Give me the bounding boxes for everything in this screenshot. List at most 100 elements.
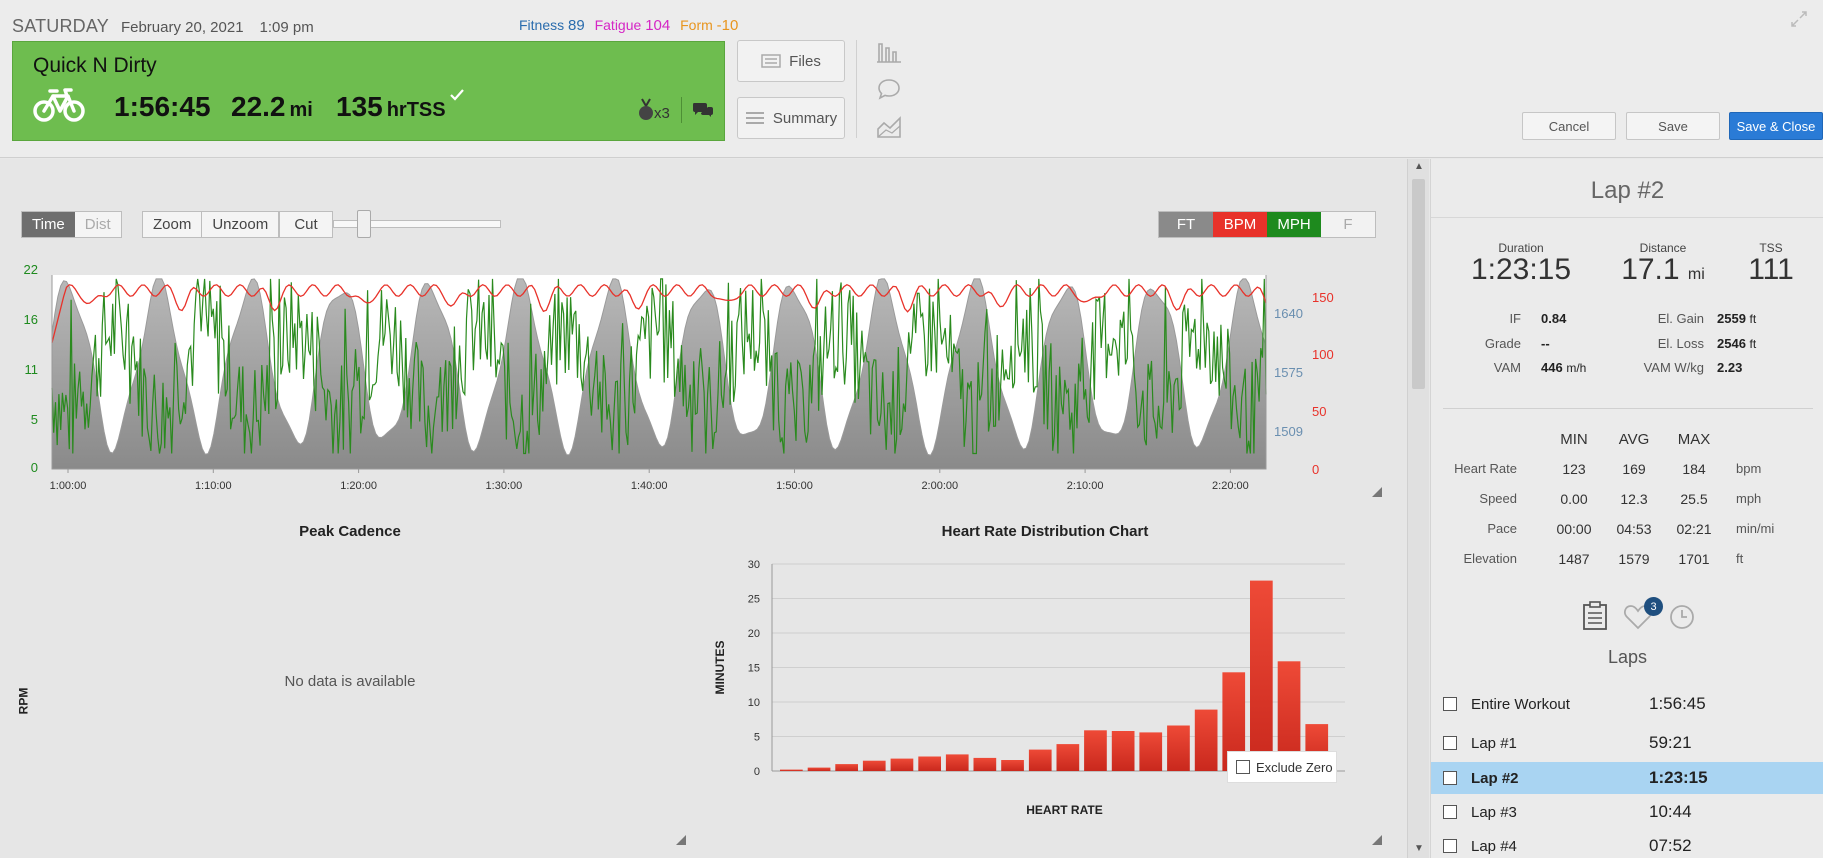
comment-bubble-icon[interactable]: [876, 77, 902, 101]
lap-time: 10:44: [1649, 802, 1692, 821]
hr-bar: [807, 767, 831, 771]
vam-label: VAM: [1493, 360, 1521, 375]
lap-item-lap-1[interactable]: Lap #1 59:21: [1431, 728, 1823, 758]
if-row: IF: [1431, 311, 1521, 329]
lap-name: Entire Workout: [1471, 695, 1570, 713]
save-button[interactable]: Save: [1626, 112, 1720, 140]
workout-timeline-chart[interactable]: 0 5 11 16 22 0 50 100 150 1509 1575 1640 1:00:00 1:10…: [0, 255, 1407, 495]
lap-checkbox[interactable]: [1443, 771, 1457, 785]
scroll-thumb[interactable]: [1412, 179, 1425, 389]
resize-handle-icon[interactable]: [1372, 487, 1382, 497]
hr-bar: [890, 758, 914, 771]
workout-header: SATURDAY February 20, 2021 1:09 pm Fitne…: [0, 0, 1823, 158]
y2-tick-label: 100: [1312, 347, 1334, 362]
y2-tick-label: 50: [1312, 404, 1326, 419]
header-divider: [856, 40, 857, 138]
hr-bar: [1111, 731, 1135, 771]
grade-row: Grade: [1431, 336, 1521, 354]
lap-item-entire-workout[interactable]: Entire Workout 1:56:45: [1431, 689, 1823, 719]
exclude-zero-toggle[interactable]: Exclude Zero: [1227, 751, 1337, 783]
area-chart-icon[interactable]: [876, 115, 902, 139]
min-header: MIN: [1560, 431, 1588, 448]
workout-tss-unit: hrTSS: [386, 99, 446, 121]
notes-tab-icon[interactable]: [1581, 601, 1609, 631]
expand-icon[interactable]: [1790, 10, 1808, 28]
lap-checkbox[interactable]: [1443, 736, 1457, 750]
smoothing-slider-track[interactable]: [333, 220, 501, 228]
heart-rate-series-button[interactable]: BPM: [1213, 212, 1267, 237]
row-label: Heart Rate: [1454, 461, 1517, 476]
unzoom-button[interactable]: Unzoom: [201, 212, 278, 237]
if-label: IF: [1509, 311, 1521, 326]
y-tick-label: 10: [748, 697, 760, 709]
lap-checkbox[interactable]: [1443, 697, 1457, 711]
save-and-close-button[interactable]: Save & Close: [1729, 112, 1823, 140]
workout-title[interactable]: Quick N Dirty: [33, 54, 157, 77]
divider: [1431, 217, 1823, 218]
time-label: 1:09 pm: [259, 19, 314, 36]
lap-item-lap-3[interactable]: Lap #3 10:44: [1431, 797, 1823, 827]
workout-tss-value: 135: [336, 91, 383, 122]
bar-chart-icon[interactable]: [876, 40, 902, 64]
lap-item-lap-4[interactable]: Lap #4 07:52: [1431, 831, 1823, 858]
max-value: 02:21: [1676, 521, 1712, 537]
max-value: 184: [1682, 461, 1706, 477]
lap-duration-label: Duration: [1498, 241, 1544, 255]
y3-tick-label: 1509: [1274, 424, 1303, 439]
elevation-series-button[interactable]: FT: [1159, 212, 1213, 237]
smoothing-slider-handle[interactable]: [357, 210, 371, 238]
files-button[interactable]: Files: [737, 40, 845, 82]
y3-tick-label: 1640: [1274, 306, 1303, 321]
x-tick-label: 1:00:00: [50, 480, 87, 492]
time-axis-button[interactable]: Time: [22, 212, 75, 237]
x-axis-label: HEART RATE: [1026, 803, 1102, 817]
table-header: MIN AVG MAX: [1431, 431, 1823, 451]
fitness-value: 89: [568, 17, 585, 34]
vam-row: VAM: [1431, 360, 1521, 378]
workout-distance-value: 22.2: [231, 91, 286, 122]
resize-handle-icon[interactable]: [1372, 835, 1382, 845]
comments-icon[interactable]: [692, 101, 714, 119]
y-tick-label: 11: [25, 362, 39, 377]
avg-value: 04:53: [1616, 521, 1652, 537]
scroll-down-icon[interactable]: ▼: [1414, 843, 1424, 854]
distance-axis-button[interactable]: Dist: [84, 216, 111, 233]
scroll-up-icon[interactable]: ▲: [1414, 161, 1424, 172]
y-tick-label: 20: [748, 628, 760, 640]
summary-button[interactable]: Summary: [737, 97, 845, 139]
workout-duration: 1:56:45: [114, 91, 211, 123]
avg-header: AVG: [1618, 431, 1650, 448]
clock-tab-icon[interactable]: [1668, 603, 1696, 631]
medal-count: x3: [654, 105, 670, 122]
cancel-button[interactable]: Cancel: [1522, 112, 1616, 140]
if-value: 0.84: [1541, 311, 1567, 326]
vertical-scrollbar[interactable]: ▲ ▼: [1407, 159, 1429, 858]
hr-bar: [1028, 749, 1052, 771]
fatigue-label: Fatigue: [594, 17, 642, 33]
lap-item-lap-2[interactable]: Lap #2 1:23:15: [1431, 762, 1823, 794]
speed-series: [51, 278, 1267, 455]
x-axis-toggle: Time Dist: [21, 211, 122, 238]
zoom-button[interactable]: Zoom: [153, 216, 192, 233]
y-tick-label: 0: [754, 766, 760, 778]
speed-series-button[interactable]: MPH: [1267, 212, 1321, 237]
elevation-loss-unit: ft: [1749, 337, 1757, 351]
lap-checkbox[interactable]: [1443, 839, 1457, 853]
x-tick-label: 2:20:00: [1212, 480, 1249, 492]
exclude-zero-label: Exclude Zero: [1256, 759, 1333, 775]
resize-handle-icon[interactable]: [676, 835, 686, 845]
medal-icon[interactable]: [637, 98, 655, 122]
hr-bar: [1056, 744, 1080, 771]
cut-button[interactable]: Cut: [279, 211, 333, 238]
lap-tss-label: TSS: [1759, 241, 1783, 255]
lap-checkbox[interactable]: [1443, 805, 1457, 819]
min-value: 00:00: [1556, 521, 1592, 537]
lap-distance-label: Distance: [1639, 241, 1687, 255]
hr-bar: [1167, 725, 1190, 771]
hr-bar: [1084, 730, 1107, 771]
divider: [1443, 408, 1813, 409]
hr-distribution-chart[interactable]: 0 5 10 15 20 25 30 MINUTES HEART RATE: [700, 554, 1360, 854]
vam-wkg-row: VAM W/kg: [1611, 360, 1704, 378]
temperature-series-button[interactable]: F: [1321, 212, 1375, 237]
exclude-zero-checkbox[interactable]: [1236, 760, 1250, 774]
